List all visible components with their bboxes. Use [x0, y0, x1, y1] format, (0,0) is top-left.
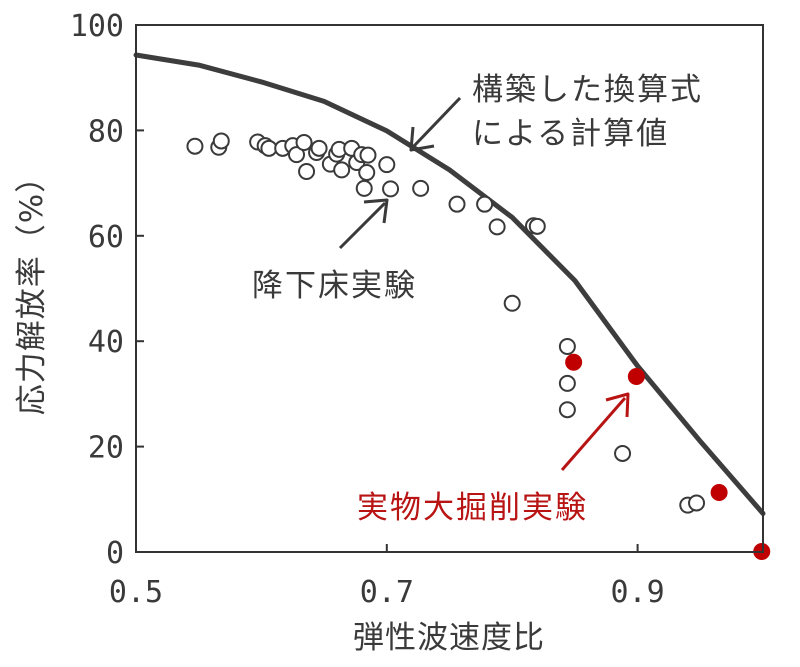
plot-area-frame [135, 24, 764, 553]
y-tick-label: 20 [88, 431, 124, 466]
curve-layer [133, 52, 766, 516]
field-data-point [627, 368, 645, 386]
curve-annotation-arrow [409, 96, 462, 152]
lab-data-point [212, 132, 230, 150]
lab-data-point [558, 401, 576, 419]
lab-data-point [558, 337, 576, 355]
x-tick-label: 0.5 [109, 575, 163, 610]
lab-data-point [186, 137, 204, 155]
lab-data-point [488, 218, 506, 236]
lab-data-point [412, 179, 430, 197]
y-tick-label: 100 [70, 9, 124, 44]
x-ticks: 0.5 0.7 0.9 [109, 544, 665, 610]
lab-data-point [310, 139, 328, 157]
lab-annotation-arrow [338, 198, 389, 250]
field-annotation-arrow [560, 392, 630, 471]
lab-data-point [355, 179, 373, 197]
lab-data-point [688, 494, 706, 512]
field-annotation-label: 実物大掘削実験 [357, 490, 588, 526]
lab-data-point [288, 146, 306, 164]
lab-data-point [503, 294, 521, 312]
lab-annotation-label: 降下床実験 [252, 268, 417, 304]
lab-data-point [448, 195, 466, 213]
lab-points-layer [186, 132, 706, 514]
lab-data-point [358, 164, 376, 182]
field-data-point [710, 483, 728, 501]
lab-data-point [378, 156, 396, 174]
computed-curve [133, 52, 766, 516]
x-tick-label: 0.7 [360, 575, 414, 610]
lab-data-point [476, 195, 494, 213]
y-axis-title: 応力解放率（%） [14, 161, 50, 415]
y-ticks: 0 20 40 60 80 100 [70, 9, 144, 571]
curve-annotation-line2: による計算値 [472, 116, 669, 152]
lab-data-point [382, 180, 400, 198]
field-points-layer [565, 353, 771, 560]
x-axis-title: 弾性波速度比 [353, 620, 545, 656]
lab-data-point [298, 163, 316, 181]
y-tick-label: 80 [88, 114, 124, 149]
x-tick-label: 0.9 [611, 575, 665, 610]
lab-data-point [295, 134, 313, 152]
y-tick-label: 0 [106, 536, 124, 571]
y-tick-label: 60 [88, 220, 124, 255]
lab-data-point [359, 146, 377, 164]
y-tick-label: 40 [88, 325, 124, 360]
curve-annotation-line1: 構築した換算式 [472, 72, 703, 108]
lab-data-point [260, 139, 278, 157]
field-data-point [565, 353, 583, 371]
lab-data-point [614, 444, 632, 462]
lab-data-point [333, 161, 351, 179]
lab-data-point [528, 217, 546, 235]
lab-data-point [558, 374, 576, 392]
